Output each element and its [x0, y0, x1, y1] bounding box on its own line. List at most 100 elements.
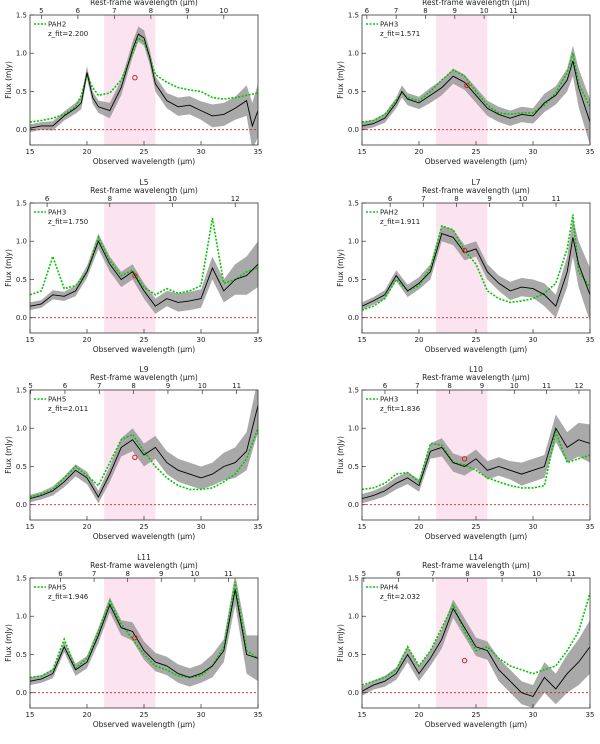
x-tick-label: 25 [472, 523, 481, 531]
top-tick-label: 10 [168, 195, 177, 203]
x-tick-label: 25 [472, 148, 481, 156]
top-tick-label: 9 [480, 382, 484, 390]
x-tick-label: 15 [358, 523, 367, 531]
top-tick-label: 11 [542, 382, 551, 390]
legend-redshift: z_fit=2.011 [48, 405, 88, 413]
top-tick-label: 5 [362, 570, 366, 578]
x-tick-label: 25 [140, 336, 149, 344]
x-axis-label: Observed wavelength (μm) [425, 345, 528, 354]
top-axis-label: Rest-frame wavelength (μm) [422, 561, 530, 570]
y-tick-label: 0.5 [348, 276, 359, 284]
x-tick-label: 20 [415, 711, 424, 719]
top-axis-label: Rest-frame wavelength (μm) [90, 373, 198, 382]
legend-redshift: z_fit=2.200 [48, 30, 88, 38]
y-tick-label: 0.5 [348, 463, 359, 471]
wavelength-highlight-band [104, 578, 156, 708]
spectrum-panel-l9: 15 20 25 30 35 0.0 0.5 1.0 1.55 6 7 8 9 10 11 Observed … [4, 365, 262, 541]
observed-line [30, 405, 258, 500]
x-tick-label: 35 [586, 148, 595, 156]
x-tick-label: 35 [254, 711, 263, 719]
top-tick-label: 8 [149, 7, 153, 15]
top-tick-label: 5 [39, 7, 43, 15]
top-axis-label: Rest-frame wavelength (μm) [422, 0, 530, 7]
x-tick-label: 20 [415, 336, 424, 344]
x-axis-label: Observed wavelength (μm) [93, 532, 196, 541]
top-tick-label: 8 [423, 7, 427, 15]
top-tick-label: 6 [63, 382, 68, 390]
y-tick-label: 0.0 [348, 501, 359, 509]
top-tick-label: 11 [224, 570, 233, 578]
photometry-marker [132, 634, 138, 641]
x-tick-label: 25 [472, 336, 481, 344]
top-tick-label: 8 [454, 195, 458, 203]
photometry-marker [461, 657, 468, 664]
y-axis-label: Flux (mJy) [336, 61, 345, 99]
legend-template-name: PAH3 [380, 21, 398, 29]
y-tick-label: 1.5 [348, 575, 359, 583]
template-line [30, 581, 258, 679]
error-band [30, 26, 258, 145]
top-tick-label: 9 [500, 570, 504, 578]
plot-area [30, 15, 258, 145]
spectrum-panel-l1: 15 20 25 30 35 0.0 0.5 1.0 1.5 5 6 7 8 9 10 Observed wa… [4, 0, 262, 166]
top-tick-label: 6 [383, 382, 388, 390]
x-tick-label: 15 [26, 523, 35, 531]
top-tick-label: 7 [97, 382, 101, 390]
x-tick-label: 15 [26, 711, 35, 719]
panel-title: L7 [472, 178, 481, 187]
top-tick-label: 10 [510, 382, 519, 390]
photometry-marker [461, 247, 468, 254]
template-line [362, 214, 590, 311]
top-tick-label: 10 [198, 382, 207, 390]
x-tick-label: 15 [358, 336, 367, 344]
plot-area [30, 578, 258, 708]
top-tick-label: 10 [518, 195, 527, 203]
x-tick-label: 30 [197, 711, 206, 719]
x-tick-label: 20 [83, 336, 92, 344]
y-tick-label: 0.5 [16, 88, 27, 96]
x-tick-label: 30 [197, 523, 206, 531]
spectrum-panel-l7: 15 20 25 30 35 0.0 0.5 1.0 1.5 6 7 8 9 10 11 Observed w… [336, 178, 594, 354]
y-tick-label: 0.5 [348, 88, 359, 96]
top-axis-label: Rest-frame wavelength (μm) [422, 373, 530, 382]
top-tick-label: 6 [45, 195, 50, 203]
top-tick-label: 9 [487, 195, 491, 203]
photometry-marker [464, 82, 470, 89]
top-tick-label: 7 [431, 570, 435, 578]
panel-title: L9 [140, 365, 149, 374]
x-tick-label: 35 [586, 523, 595, 531]
observed-line [30, 240, 258, 307]
x-tick-label: 15 [358, 148, 367, 156]
top-tick-label: 12 [231, 195, 240, 203]
top-tick-label: 10 [532, 570, 541, 578]
y-tick-label: 1.5 [348, 200, 359, 208]
plot-area [362, 390, 590, 520]
x-tick-label: 35 [254, 148, 263, 156]
x-tick-label: 25 [140, 148, 149, 156]
observed-line [30, 589, 258, 682]
top-tick-label: 8 [108, 195, 112, 203]
plot-area [362, 203, 590, 333]
legend-redshift: z_fit=2.032 [380, 593, 420, 601]
error-band [362, 218, 590, 322]
spectrum-panel-l5: 15 20 25 30 35 0.0 0.5 1.0 1.5 6 8 10 12 Observed wav… [4, 178, 262, 354]
top-tick-label: 11 [232, 382, 241, 390]
photometry-marker [132, 272, 138, 279]
top-tick-label: 10 [219, 7, 228, 15]
x-tick-label: 20 [415, 148, 424, 156]
top-tick-label: 7 [394, 7, 398, 15]
y-tick-label: 0.5 [16, 463, 27, 471]
x-tick-label: 20 [83, 148, 92, 156]
legend-redshift: z_fit=1.946 [48, 593, 89, 601]
y-tick-label: 1.5 [16, 200, 27, 208]
top-tick-label: 11 [509, 7, 518, 15]
y-tick-label: 1.0 [16, 613, 27, 621]
wavelength-highlight-band [104, 15, 156, 145]
y-tick-label: 1.5 [16, 387, 27, 395]
top-tick-label: 10 [480, 7, 489, 15]
y-tick-label: 0.0 [348, 314, 359, 322]
spectrum-panel-l14: 15 20 25 30 35 0.0 0.5 1.0 1.55 6 7 8 9 10 11 Observed … [336, 553, 594, 729]
x-tick-label: 35 [586, 336, 595, 344]
error-band [362, 599, 590, 708]
